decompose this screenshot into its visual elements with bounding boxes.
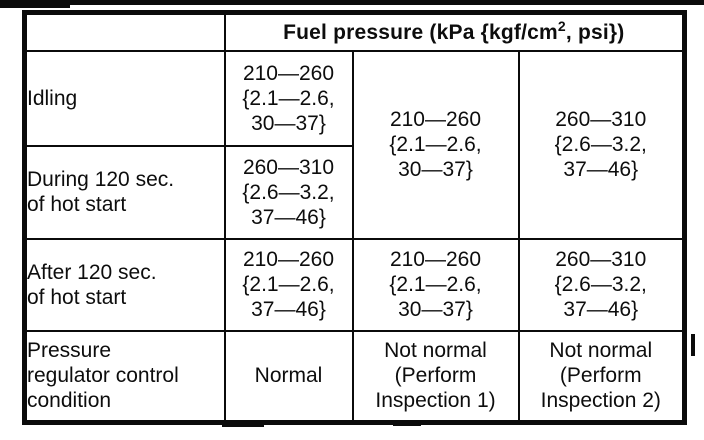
- scan-artifact-right-speck: [691, 334, 695, 356]
- table-title-superscript: 2: [557, 17, 566, 34]
- cell-idling-value1: 210—260 {2.1—2.6, 30—37}: [223, 49, 354, 147]
- row-label-idling: Idling: [23, 49, 226, 147]
- table-title-suffix: , psi}): [565, 20, 625, 44]
- scan-artifact-top-left: [0, 0, 70, 8]
- cell-after-value1: 210—260 {2.1—2.6, 37—46}: [223, 237, 354, 332]
- row-label-after-hot-start: After 120 sec. of hot start: [23, 237, 226, 332]
- row-label-regulator-condition: Pressure regulator control condition: [23, 329, 226, 424]
- fuel-pressure-spec-table: Fuel pressure (kPa {kgf/cm2, psi}) Idlin…: [22, 10, 688, 425]
- cell-after-value2: 210—260 {2.1—2.6, 30—37}: [351, 237, 520, 332]
- cell-merged-value2: 210—260 {2.1—2.6, 30—37}: [351, 49, 520, 240]
- cell-regulator-value1: Normal: [223, 329, 354, 424]
- cell-regulator-value3: Not normal (Perform Inspection 2): [517, 329, 686, 424]
- table-title-prefix: Fuel pressure (kPa {kgf/cm: [283, 20, 558, 44]
- cell-regulator-value2: Not normal (Perform Inspection 1): [351, 329, 520, 424]
- table-row-idling: Idling 210—260 {2.1—2.6, 30—37} 210—260 …: [23, 49, 686, 240]
- table-header-row: Fuel pressure (kPa {kgf/cm2, psi}): [23, 11, 686, 52]
- table-row-during-hot-start: During 120 sec. of hot start 260—310 {2.…: [23, 144, 685, 240]
- cell-after-value3: 260—310 {2.6—3.2, 37—46}: [517, 237, 686, 332]
- fuel-pressure-table: Fuel pressure (kPa {kgf/cm2, psi}) Idlin…: [22, 10, 688, 425]
- scan-artifact-bottom-speck-1: [222, 424, 264, 427]
- table-row-after-hot-start: After 120 sec. of hot start 210—260 {2.1…: [23, 237, 686, 332]
- row-label-during-hot-start: During 120 sec. of hot start: [23, 144, 226, 240]
- cell-during-value1: 260—310 {2.6—3.2, 37—46}: [223, 144, 354, 240]
- cell-merged-value3: 260—310 {2.6—3.2, 37—46}: [517, 49, 686, 240]
- scan-artifact-top-streak: [0, 0, 704, 5]
- table-title: Fuel pressure (kPa {kgf/cm2, psi}): [223, 11, 686, 52]
- table-row-regulator-condition: Pressure regulator control condition Nor…: [23, 329, 686, 424]
- header-corner-empty-cell: [23, 11, 226, 52]
